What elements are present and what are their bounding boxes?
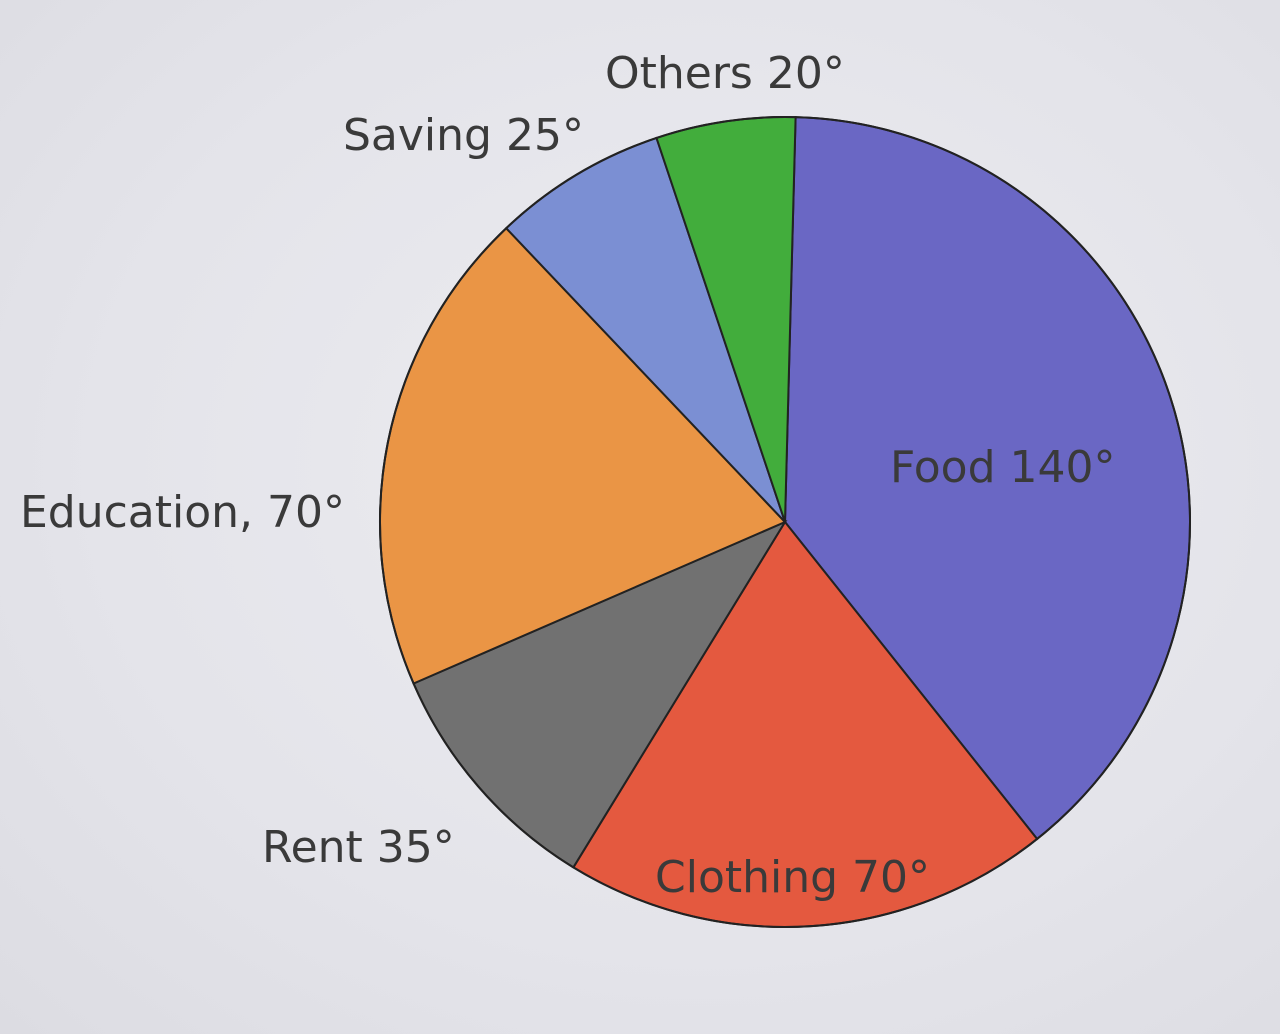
slice-label-clothing: Clothing 70° bbox=[655, 852, 930, 903]
slice-label-saving: Saving 25° bbox=[343, 110, 584, 161]
slices-layer bbox=[379, 116, 1192, 928]
slice-label-others: Others 20° bbox=[605, 48, 845, 99]
labels-layer: Food 140° Clothing 70° Rent 35° Education, … bbox=[20, 48, 1115, 903]
pie-outline bbox=[379, 116, 1191, 928]
slice-label-education: Education, 70° bbox=[20, 487, 345, 538]
slice-label-rent: Rent 35° bbox=[262, 822, 455, 873]
slice-label-food: Food 140° bbox=[890, 442, 1115, 493]
